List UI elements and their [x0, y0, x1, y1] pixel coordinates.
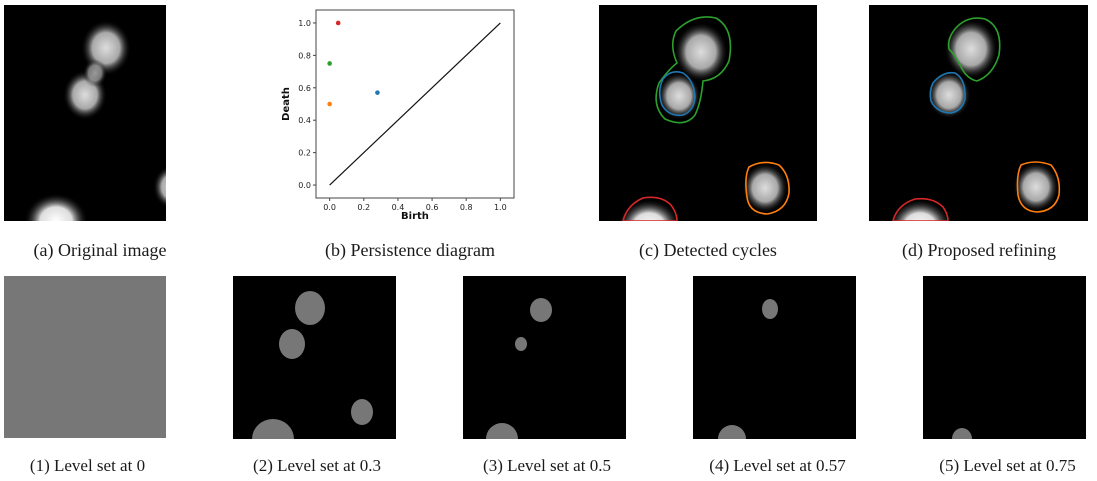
diagonal-line	[329, 22, 501, 186]
original-image-panel	[4, 5, 166, 221]
red-cycle	[892, 197, 949, 221]
y-tick-label: 1.0	[298, 19, 311, 28]
caption-detected-cycles: (c) Detected cycles	[639, 240, 777, 260]
y-tick-label: 0.4	[298, 116, 311, 125]
level-set-0.3-panel	[233, 276, 396, 439]
x-axis-label: Birth	[401, 211, 429, 222]
green-cycle	[655, 16, 732, 124]
level-set-0.5-image	[463, 276, 626, 439]
caption-level-set-0.57: (4) Level set at 0.57	[709, 456, 846, 475]
blob	[24, 193, 88, 221]
caption-original-image: (a) Original image	[33, 240, 167, 260]
persistence-point	[375, 90, 380, 95]
level-set-0.3-image	[233, 276, 396, 439]
red-cycle	[622, 196, 678, 221]
persistence-diagram: 0.0 0.2 0.4 0.6 0.8 1.0 0.0 0.2 0.4 0.6 0.8 1.0 Bir…	[281, 9, 515, 222]
blob	[153, 166, 166, 208]
level-set-0.75-image	[923, 276, 1086, 439]
caption-persistence-diagram: (b) Persistence diagram	[325, 240, 495, 260]
blue-cycle	[929, 71, 966, 114]
original-image	[4, 5, 166, 221]
level-set-0.57-image	[693, 276, 856, 439]
persistence-diagram-panel: 0.0 0.2 0.4 0.6 0.8 1.0 0.0 0.2 0.4 0.6 0.8 1.0 Bir…	[280, 5, 520, 227]
level-set-0-panel	[4, 276, 166, 438]
blue-cycle	[658, 71, 696, 117]
green-cycle	[947, 17, 1001, 82]
y-tick-label: 0.2	[298, 149, 311, 158]
caption-level-set-0.3: (2) Level set at 0.3	[253, 456, 381, 475]
y-axis-label: Death	[281, 87, 292, 121]
x-tick-label: 0.4	[392, 203, 405, 212]
orange-cycle	[1016, 161, 1061, 213]
persistence-point	[335, 20, 341, 26]
detected-cycles-panel	[599, 5, 817, 221]
proposed-refining-panel	[869, 5, 1088, 221]
x-tick-label: 0.0	[323, 203, 336, 212]
detected-cycles-image	[599, 5, 817, 221]
x-tick-label: 0.8	[460, 203, 473, 212]
level-set-0.57-panel	[693, 276, 856, 439]
proposed-refining-image	[869, 5, 1088, 221]
orange-cycle	[745, 161, 790, 215]
level-set-0.5-panel	[463, 276, 626, 439]
caption-level-set-0.75: (5) Level set at 0.75	[939, 456, 1076, 475]
blob	[83, 59, 107, 87]
level-set-0.75-panel	[923, 276, 1086, 439]
y-tick-label: 0.8	[298, 51, 311, 60]
x-tick-label: 0.2	[357, 203, 370, 212]
y-tick-label: 0.6	[298, 84, 311, 93]
caption-level-set-0.5: (3) Level set at 0.5	[483, 456, 611, 475]
y-tick-label: 0.0	[298, 181, 311, 190]
x-tick-label: 1.0	[494, 203, 507, 212]
caption-proposed-refining: (d) Proposed refining	[902, 240, 1056, 260]
x-tick-label: 0.6	[426, 203, 439, 212]
persistence-point	[327, 101, 332, 107]
caption-level-set-0: (1) Level set at 0	[29, 456, 146, 475]
persistence-point	[327, 61, 332, 66]
level-set-0-image	[4, 276, 166, 438]
